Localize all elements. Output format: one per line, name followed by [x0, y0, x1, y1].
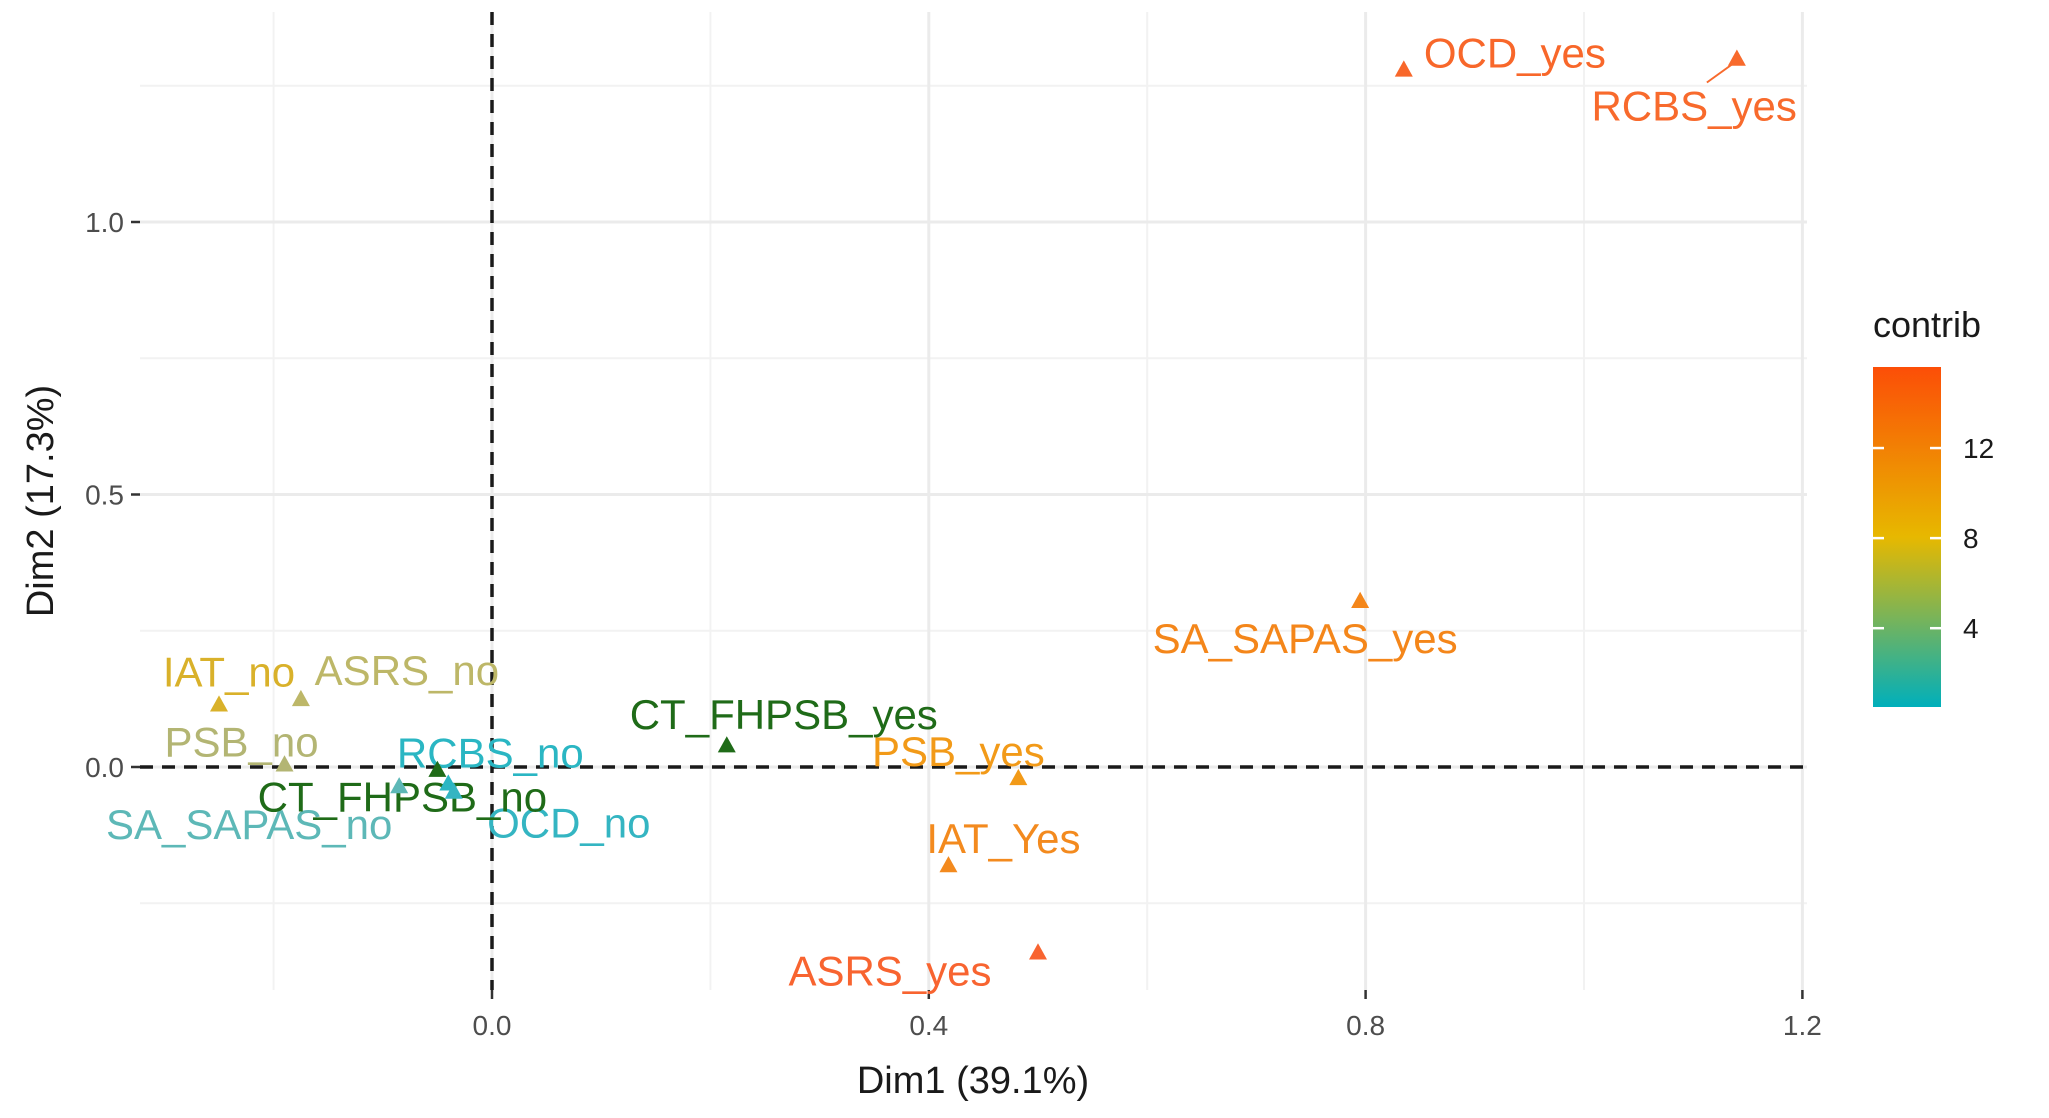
x-tick-label: 0.0 [473, 1010, 512, 1041]
point-iat-yes [939, 856, 958, 873]
data-points [210, 49, 1746, 960]
point-label-iat-yes: IAT_Yes [926, 815, 1080, 862]
point-label-sa-sapas-no: SA_SAPAS_no [106, 801, 392, 848]
label-leader-rcbs-yes [1706, 63, 1733, 84]
reference-lines [140, 12, 1807, 990]
point-rcbs-yes [1727, 49, 1746, 66]
point-label-sa-sapas-yes: SA_SAPAS_yes [1153, 615, 1458, 662]
legend-title: contrib [1873, 304, 1981, 345]
point-label-psb-yes: PSB_yes [872, 728, 1045, 775]
point-labels: OCD_yes RCBS_yes SA_SAPAS_yes PSB_yes IAT_Ye… [106, 29, 1797, 994]
point-asrs-no [291, 689, 310, 707]
point-ct-fhpsb-no [428, 760, 447, 777]
x-tick-label: 0.8 [1346, 1010, 1385, 1041]
point-label-asrs-no: ASRS_no [315, 647, 499, 694]
point-iat-no [210, 695, 228, 712]
point-ocd-no [444, 782, 463, 799]
point-label-ocd-yes: OCD_yes [1424, 29, 1606, 76]
legend: contrib 4 8 12 [1873, 304, 1994, 707]
point-asrs-yes [1029, 943, 1047, 960]
point-label-ocd-no: OCD_no [487, 800, 650, 847]
point-label-ct-fhpsb-no: CT_FHPSB_no [258, 774, 547, 821]
axis-ticks: 0.0 0.4 0.8 1.2 0.0 0.5 1.0 [85, 207, 1822, 1041]
point-label-ct-fhpsb-yes: CT_FHPSB_yes [630, 691, 938, 738]
y-tick-label: 0.0 [85, 752, 124, 783]
y-axis-title: Dim2 (17.3%) [20, 385, 62, 617]
point-label-rcbs-yes: RCBS_yes [1591, 83, 1796, 130]
point-label-rcbs-no: RCBS_no [397, 729, 584, 776]
point-label-iat-no: IAT_no [163, 648, 295, 695]
plot-background [140, 12, 1807, 990]
legend-ticks: 4 8 12 [1873, 433, 1994, 644]
x-tick-label: 1.2 [1783, 1010, 1822, 1041]
legend-tick-label: 8 [1963, 523, 1979, 554]
legend-tick-label: 12 [1963, 433, 1994, 464]
x-tick-label: 0.4 [909, 1010, 948, 1041]
legend-colorbar [1873, 367, 1941, 707]
point-label-asrs-yes: ASRS_yes [788, 947, 991, 994]
point-ocd-yes [1394, 60, 1413, 77]
point-ct-fhpsb-yes [717, 736, 736, 753]
point-sa-sapas-yes [1351, 591, 1370, 608]
x-axis-title: Dim1 (39.1%) [857, 1060, 1089, 1102]
point-psb-no [275, 755, 294, 772]
legend-tick-label: 4 [1963, 613, 1979, 644]
y-tick-label: 1.0 [85, 207, 124, 238]
point-sa-sapas-no [390, 777, 409, 794]
y-tick-label: 0.5 [85, 480, 124, 511]
point-psb-yes [1009, 768, 1028, 786]
point-label-psb-no: PSB_no [164, 718, 318, 765]
